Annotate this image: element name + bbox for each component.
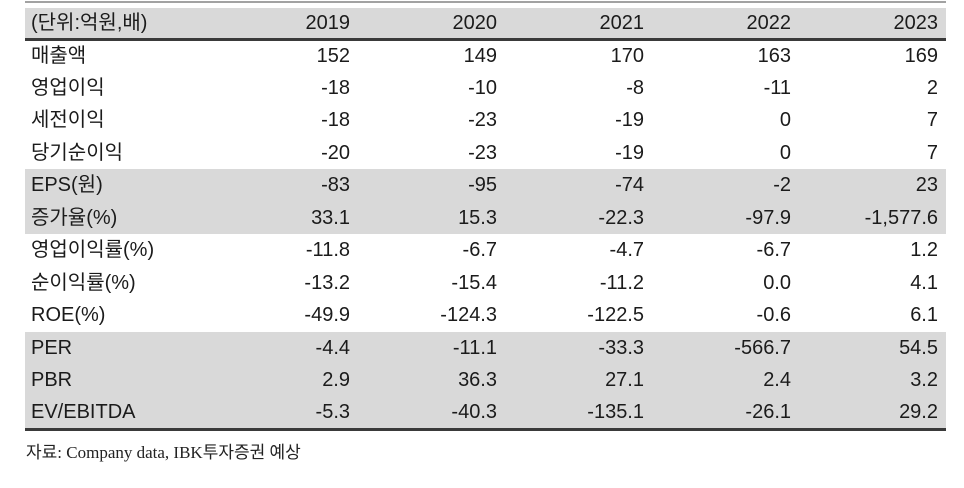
cell-value: 36.3: [358, 364, 505, 397]
row-label: 영업이익률(%): [25, 234, 211, 267]
row-label: PBR: [25, 364, 211, 397]
year-column-header: 2019: [211, 8, 358, 41]
cell-value: 3.2: [799, 364, 946, 397]
cell-value: -4.7: [505, 234, 652, 267]
table-row: 당기순이익 -20 -23 -19 0 7: [25, 136, 946, 169]
table-row: EPS(원) -83 -95 -74 -2 23: [25, 169, 946, 202]
table-row: 영업이익률(%) -11.8 -6.7 -4.7 -6.7 1.2: [25, 234, 946, 267]
cell-value: -97.9: [652, 201, 799, 234]
cell-value: -122.5: [505, 299, 652, 332]
cell-value: -23: [358, 104, 505, 137]
cell-value: -49.9: [211, 299, 358, 332]
table-header-row: (단위:억원,배) 2019 2020 2021 2022 2023: [25, 8, 946, 41]
cell-value: -11.1: [358, 331, 505, 364]
cell-value: -4.4: [211, 331, 358, 364]
table-top-rule: [25, 1, 946, 3]
cell-value: -74: [505, 169, 652, 202]
cell-value: 2: [799, 71, 946, 104]
row-label: 당기순이익: [25, 136, 211, 169]
row-label: 매출액: [25, 39, 211, 72]
cell-value: 23: [799, 169, 946, 202]
cell-value: -26.1: [652, 396, 799, 429]
cell-value: 4.1: [799, 266, 946, 299]
cell-value: 0: [652, 104, 799, 137]
cell-value: 0.0: [652, 266, 799, 299]
cell-value: -10: [358, 71, 505, 104]
cell-value: 1.2: [799, 234, 946, 267]
cell-value: -83: [211, 169, 358, 202]
cell-value: -95: [358, 169, 505, 202]
cell-value: 7: [799, 136, 946, 169]
year-column-header: 2020: [358, 8, 505, 41]
cell-value: 0: [652, 136, 799, 169]
cell-value: 149: [358, 39, 505, 72]
cell-value: 15.3: [358, 201, 505, 234]
year-column-header: 2021: [505, 8, 652, 41]
cell-value: -23: [358, 136, 505, 169]
row-label: 영업이익: [25, 71, 211, 104]
cell-value: -1,577.6: [799, 201, 946, 234]
cell-value: -124.3: [358, 299, 505, 332]
cell-value: 7: [799, 104, 946, 137]
cell-value: 33.1: [211, 201, 358, 234]
table-row: ROE(%) -49.9 -124.3 -122.5 -0.6 6.1: [25, 299, 946, 332]
table-row: 순이익률(%) -13.2 -15.4 -11.2 0.0 4.1: [25, 266, 946, 299]
row-label: 순이익률(%): [25, 266, 211, 299]
row-label: EV/EBITDA: [25, 396, 211, 429]
cell-value: 6.1: [799, 299, 946, 332]
cell-value: -6.7: [358, 234, 505, 267]
row-label: ROE(%): [25, 299, 211, 332]
table-row: 세전이익 -18 -23 -19 0 7: [25, 104, 946, 137]
cell-value: -6.7: [652, 234, 799, 267]
row-label: EPS(원): [25, 169, 211, 202]
table-row: PER -4.4 -11.1 -33.3 -566.7 54.5: [25, 331, 946, 364]
financial-summary-table: (단위:억원,배) 2019 2020 2021 2022 2023 매출액 152 14…: [25, 8, 946, 431]
table-row: 매출액 152 149 170 163 169: [25, 39, 946, 72]
cell-value: 169: [799, 39, 946, 72]
cell-value: 54.5: [799, 331, 946, 364]
table-row: 증가율(%) 33.1 15.3 -22.3 -97.9 -1,577.6: [25, 201, 946, 234]
cell-value: 163: [652, 39, 799, 72]
cell-value: 2.9: [211, 364, 358, 397]
table-row: EV/EBITDA -5.3 -40.3 -135.1 -26.1 29.2: [25, 396, 946, 429]
cell-value: 170: [505, 39, 652, 72]
row-label: 세전이익: [25, 104, 211, 137]
unit-label: (단위:억원,배): [25, 8, 211, 41]
cell-value: 27.1: [505, 364, 652, 397]
cell-value: -11.2: [505, 266, 652, 299]
cell-value: -22.3: [505, 201, 652, 234]
cell-value: -566.7: [652, 331, 799, 364]
source-footnote: 자료: Company data, IBK투자증권 예상: [26, 442, 301, 462]
table-body: 매출액 152 149 170 163 169 영업이익 -18 -10 -8 -11 2 세전…: [25, 39, 946, 429]
cell-value: -15.4: [358, 266, 505, 299]
cell-value: -11: [652, 71, 799, 104]
financial-summary-table-figure: (단위:억원,배) 2019 2020 2021 2022 2023 매출액 152 14…: [25, 1, 946, 463]
cell-value: -19: [505, 136, 652, 169]
cell-value: -11.8: [211, 234, 358, 267]
table-row: 영업이익 -18 -10 -8 -11 2: [25, 71, 946, 104]
year-column-header: 2022: [652, 8, 799, 41]
row-label: PER: [25, 331, 211, 364]
cell-value: -13.2: [211, 266, 358, 299]
cell-value: -20: [211, 136, 358, 169]
year-column-header: 2023: [799, 8, 946, 41]
cell-value: -135.1: [505, 396, 652, 429]
cell-value: -18: [211, 71, 358, 104]
cell-value: -5.3: [211, 396, 358, 429]
cell-value: -33.3: [505, 331, 652, 364]
cell-value: -19: [505, 104, 652, 137]
row-label: 증가율(%): [25, 201, 211, 234]
cell-value: -18: [211, 104, 358, 137]
cell-value: -0.6: [652, 299, 799, 332]
cell-value: -8: [505, 71, 652, 104]
cell-value: -40.3: [358, 396, 505, 429]
cell-value: 152: [211, 39, 358, 72]
cell-value: 2.4: [652, 364, 799, 397]
cell-value: -2: [652, 169, 799, 202]
cell-value: 29.2: [799, 396, 946, 429]
table-row: PBR 2.9 36.3 27.1 2.4 3.2: [25, 364, 946, 397]
